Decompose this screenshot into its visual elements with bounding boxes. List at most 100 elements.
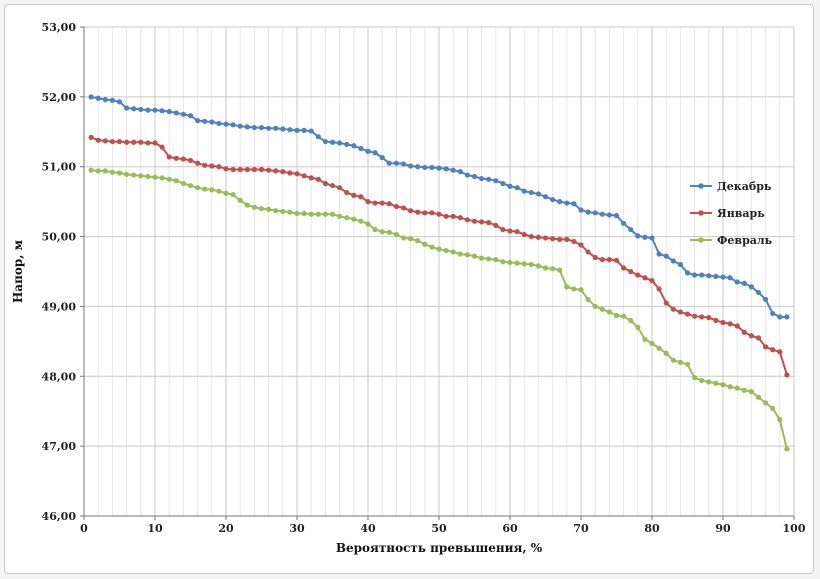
data-point xyxy=(116,99,123,105)
data-point xyxy=(450,213,456,219)
data-point xyxy=(571,286,577,292)
legend: Декабрь Январь Февраль xyxy=(690,180,773,247)
data-point xyxy=(628,226,634,233)
legend-swatch-marker xyxy=(698,210,704,216)
data-point xyxy=(542,194,549,200)
data-point xyxy=(777,416,783,423)
data-point xyxy=(471,218,478,224)
data-point xyxy=(393,231,399,238)
data-point xyxy=(684,311,691,317)
data-point xyxy=(138,173,144,179)
data-point xyxy=(578,287,584,293)
data-point xyxy=(656,345,662,351)
data-point xyxy=(173,178,179,184)
x-tick-label: 80 xyxy=(644,522,660,535)
data-point xyxy=(88,167,94,173)
data-point xyxy=(315,134,321,140)
data-point xyxy=(457,251,463,257)
data-point xyxy=(479,175,485,182)
data-point xyxy=(244,202,250,208)
data-point xyxy=(337,213,343,219)
data-point xyxy=(230,166,236,173)
x-tick-label: 20 xyxy=(218,522,234,535)
x-tick-label: 0 xyxy=(80,522,88,535)
data-point xyxy=(443,213,449,219)
data-point xyxy=(599,211,605,217)
data-point xyxy=(770,310,776,317)
data-point xyxy=(308,175,314,181)
data-point xyxy=(486,256,492,262)
data-point xyxy=(280,126,286,132)
data-point xyxy=(351,216,357,222)
data-point xyxy=(635,324,641,330)
x-tick-label: 10 xyxy=(147,522,163,535)
data-point xyxy=(251,124,257,131)
legend-item: Декабрь xyxy=(690,180,772,193)
series-group xyxy=(88,94,790,452)
data-point xyxy=(514,185,520,191)
y-tick-label: 50,00 xyxy=(42,231,77,244)
legend-label: Декабрь xyxy=(717,180,772,193)
data-point xyxy=(486,176,492,182)
data-point xyxy=(713,273,719,279)
data-point xyxy=(720,274,726,280)
data-point xyxy=(500,180,506,187)
data-point xyxy=(244,124,250,130)
data-point xyxy=(649,277,655,284)
data-point xyxy=(727,384,733,390)
x-tick-label: 50 xyxy=(431,522,447,535)
data-point xyxy=(251,204,257,210)
data-point xyxy=(443,166,449,172)
data-point xyxy=(706,379,712,385)
data-point xyxy=(180,180,186,187)
data-point xyxy=(187,182,194,189)
data-point xyxy=(741,280,747,286)
y-tick-label: 47,00 xyxy=(42,440,77,453)
data-point xyxy=(635,272,641,278)
data-point xyxy=(550,196,556,203)
data-point xyxy=(784,446,790,452)
data-point xyxy=(386,160,392,166)
data-point xyxy=(755,335,762,341)
data-point xyxy=(386,229,392,235)
data-point xyxy=(251,166,257,173)
data-point xyxy=(564,200,570,206)
data-point xyxy=(131,106,137,112)
data-point xyxy=(493,222,499,228)
legend-item: Февраль xyxy=(690,234,773,247)
data-point xyxy=(429,164,435,171)
data-point xyxy=(436,165,442,171)
data-point xyxy=(138,139,144,145)
data-point xyxy=(713,380,719,386)
legend-item: Январь xyxy=(690,207,765,220)
data-point xyxy=(621,313,627,319)
data-point xyxy=(329,139,336,145)
data-point xyxy=(415,238,421,244)
data-point xyxy=(365,148,371,154)
y-tick-label: 46,00 xyxy=(42,510,77,523)
data-point xyxy=(173,110,179,116)
data-point xyxy=(677,261,684,268)
data-point xyxy=(308,128,314,134)
data-point xyxy=(344,141,350,147)
data-point xyxy=(152,107,158,113)
data-point xyxy=(621,220,627,226)
data-point xyxy=(244,166,250,173)
data-point xyxy=(124,139,130,145)
data-point xyxy=(734,279,740,285)
data-point xyxy=(202,118,208,124)
data-point xyxy=(656,286,662,292)
data-point xyxy=(223,190,229,196)
data-point xyxy=(727,321,733,327)
data-point xyxy=(599,257,605,263)
data-point xyxy=(109,138,115,145)
data-point xyxy=(585,296,591,303)
data-point xyxy=(755,289,762,296)
data-point xyxy=(429,210,435,216)
data-point xyxy=(152,140,158,146)
data-point xyxy=(763,296,769,303)
data-point xyxy=(720,319,726,326)
data-point xyxy=(379,200,385,206)
data-point xyxy=(471,173,478,180)
data-point xyxy=(684,270,691,276)
